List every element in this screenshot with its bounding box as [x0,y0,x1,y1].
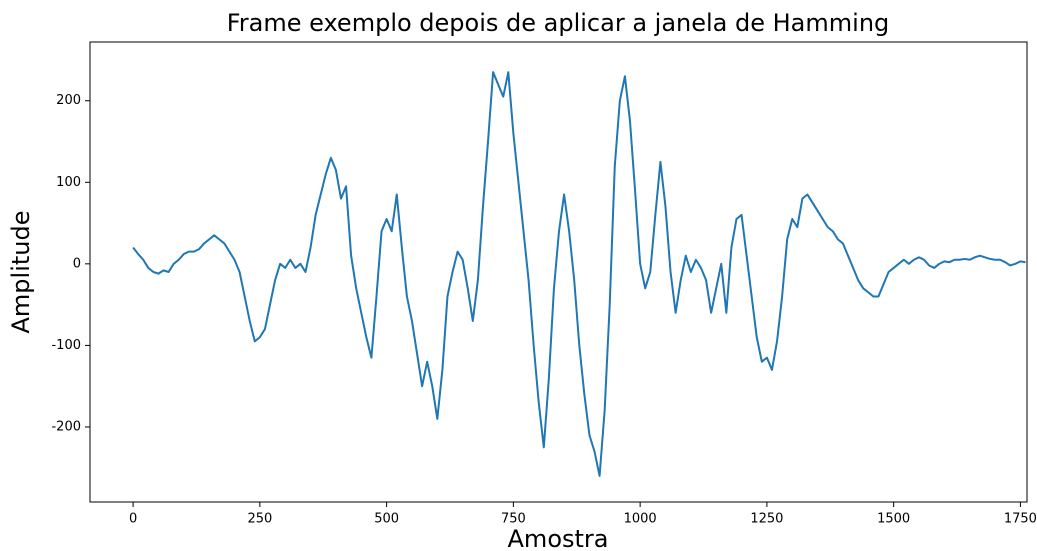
x-tick-label: 1500 [877,512,910,527]
x-tick-label: 750 [501,512,526,527]
y-axis-label: Amplitude [7,211,35,334]
y-tick-label: 100 [56,175,81,190]
chart-title: Frame exemplo depois de aplicar a janela… [227,9,890,37]
x-tick-label: 1750 [1004,512,1037,527]
x-tick-label: 1000 [624,512,657,527]
data-line [132,71,1026,477]
x-tick-label: 500 [374,512,399,527]
x-tick-label: 0 [129,512,137,527]
y-tick-label: 0 [73,256,81,271]
x-axis-label: Amostra [508,525,609,551]
y-tick-label: 200 [56,93,81,108]
plot-frame [89,41,1028,503]
x-tick-label: 1250 [750,512,783,527]
y-tick-label: -100 [51,338,81,353]
y-tick-label: -200 [51,419,81,434]
x-tick-label: 250 [247,512,272,527]
